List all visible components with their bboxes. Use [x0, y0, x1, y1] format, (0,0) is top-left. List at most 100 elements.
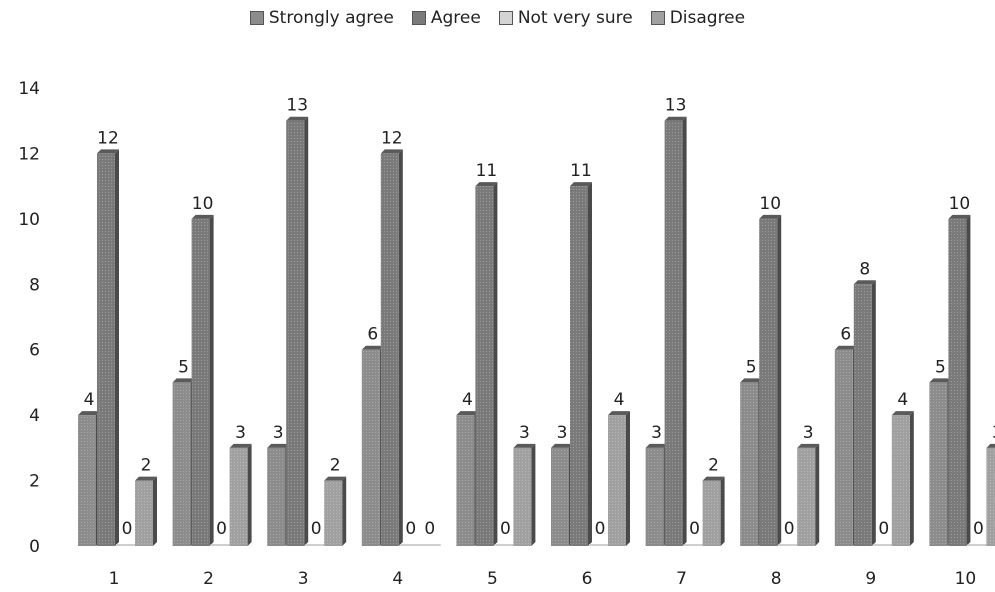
- legend-label-agree: Agree: [430, 8, 481, 28]
- bar: [418, 544, 441, 546]
- bar-top: [986, 443, 995, 448]
- y-tick-label: 14: [18, 79, 40, 99]
- bar-texture: [834, 349, 853, 546]
- bar-zero: [418, 544, 441, 546]
- bar: [361, 345, 384, 546]
- bar-top: [570, 182, 592, 187]
- data-label: 0: [405, 519, 416, 539]
- bar: [191, 214, 214, 546]
- bar-texture: [929, 382, 948, 546]
- bar-side: [588, 182, 592, 546]
- bar: [645, 443, 668, 546]
- bar-top: [759, 214, 782, 219]
- bar: [891, 411, 914, 546]
- bar: [267, 443, 290, 546]
- x-tick-label: 10: [955, 569, 977, 589]
- bar: [97, 149, 119, 546]
- data-label: 4: [462, 390, 473, 410]
- data-label: 12: [381, 128, 403, 148]
- bar: [78, 411, 100, 546]
- bar-top: [740, 378, 763, 383]
- data-label: 0: [500, 519, 511, 539]
- bar-top: [97, 149, 119, 154]
- bar-top: [853, 280, 876, 285]
- data-label: 10: [949, 194, 971, 214]
- bar-top: [702, 476, 725, 481]
- bar-zero: [210, 544, 233, 546]
- bar: [475, 182, 498, 546]
- bar-side: [777, 214, 782, 546]
- x-tick-label: 8: [771, 569, 782, 589]
- bar-side: [493, 182, 498, 546]
- y-tick-label: 12: [18, 144, 40, 164]
- bar-zero: [305, 544, 328, 546]
- data-label: 0: [689, 519, 700, 539]
- bar: [834, 345, 857, 546]
- data-label: 6: [367, 325, 378, 345]
- bar-side: [815, 443, 820, 546]
- bar-top: [135, 476, 157, 481]
- bar-texture: [986, 447, 995, 546]
- legend-swatch-agree: [411, 11, 426, 25]
- data-label: 10: [759, 194, 781, 214]
- data-label: 4: [614, 390, 625, 410]
- bar: [986, 443, 995, 546]
- bar-top: [513, 443, 536, 448]
- bar: [135, 476, 157, 546]
- bar-texture: [135, 480, 153, 546]
- data-label: 3: [557, 423, 568, 443]
- bar-zero: [778, 544, 801, 546]
- bar: [589, 544, 611, 546]
- bar-texture: [191, 218, 210, 546]
- legend-item-agree: Agree: [411, 8, 481, 28]
- bar-side: [247, 443, 252, 546]
- data-label: 4: [84, 390, 95, 410]
- bar-texture: [645, 447, 664, 546]
- bar: [683, 544, 706, 546]
- data-label: 11: [476, 161, 498, 181]
- chart-legend: Strongly agree Agree Not very sure Disag…: [0, 4, 995, 32]
- legend-label-not-very-sure: Not very sure: [517, 8, 633, 28]
- data-label: 10: [192, 194, 214, 214]
- y-axis: 0 2 4 6 8 10 12 14: [18, 79, 40, 557]
- bar-texture: [948, 218, 967, 546]
- x-tick-label: 9: [865, 569, 876, 589]
- legend-item-disagree: Disagree: [650, 8, 745, 28]
- bar-top: [229, 443, 252, 448]
- data-label: 3: [992, 423, 995, 443]
- bar: [494, 544, 517, 546]
- bar-side: [209, 214, 214, 546]
- bar: [513, 443, 536, 546]
- data-label: 0: [216, 519, 227, 539]
- bar-zero: [683, 544, 706, 546]
- bar-texture: [475, 186, 494, 546]
- bar-top: [929, 378, 952, 383]
- bar: [116, 544, 138, 546]
- y-tick-label: 0: [29, 537, 40, 557]
- data-label: 2: [330, 456, 341, 476]
- bar-side: [342, 476, 347, 546]
- bar-top: [191, 214, 214, 219]
- bar-texture: [97, 153, 115, 546]
- data-label: 0: [311, 519, 322, 539]
- data-label: 3: [235, 423, 246, 443]
- data-label: 0: [878, 519, 889, 539]
- bar-texture: [324, 480, 343, 546]
- bar: [286, 116, 309, 546]
- x-tick-label: 1: [109, 569, 120, 589]
- bar-top: [645, 443, 668, 448]
- data-label: 0: [424, 519, 435, 539]
- bar: [229, 443, 252, 546]
- bar: [853, 280, 876, 546]
- bar-top: [286, 116, 309, 121]
- x-axis: 1 2 3 4 5 6 7 8 9 10: [109, 569, 977, 589]
- legend-label-strongly-agree: Strongly agree: [268, 8, 394, 28]
- bar-side: [682, 116, 687, 546]
- data-label: 13: [286, 96, 308, 116]
- legend-item-strongly-agree: Strongly agree: [249, 8, 394, 28]
- data-label: 2: [708, 456, 719, 476]
- bar-texture: [759, 218, 778, 546]
- bar-side: [115, 149, 119, 546]
- bar-top: [324, 476, 347, 481]
